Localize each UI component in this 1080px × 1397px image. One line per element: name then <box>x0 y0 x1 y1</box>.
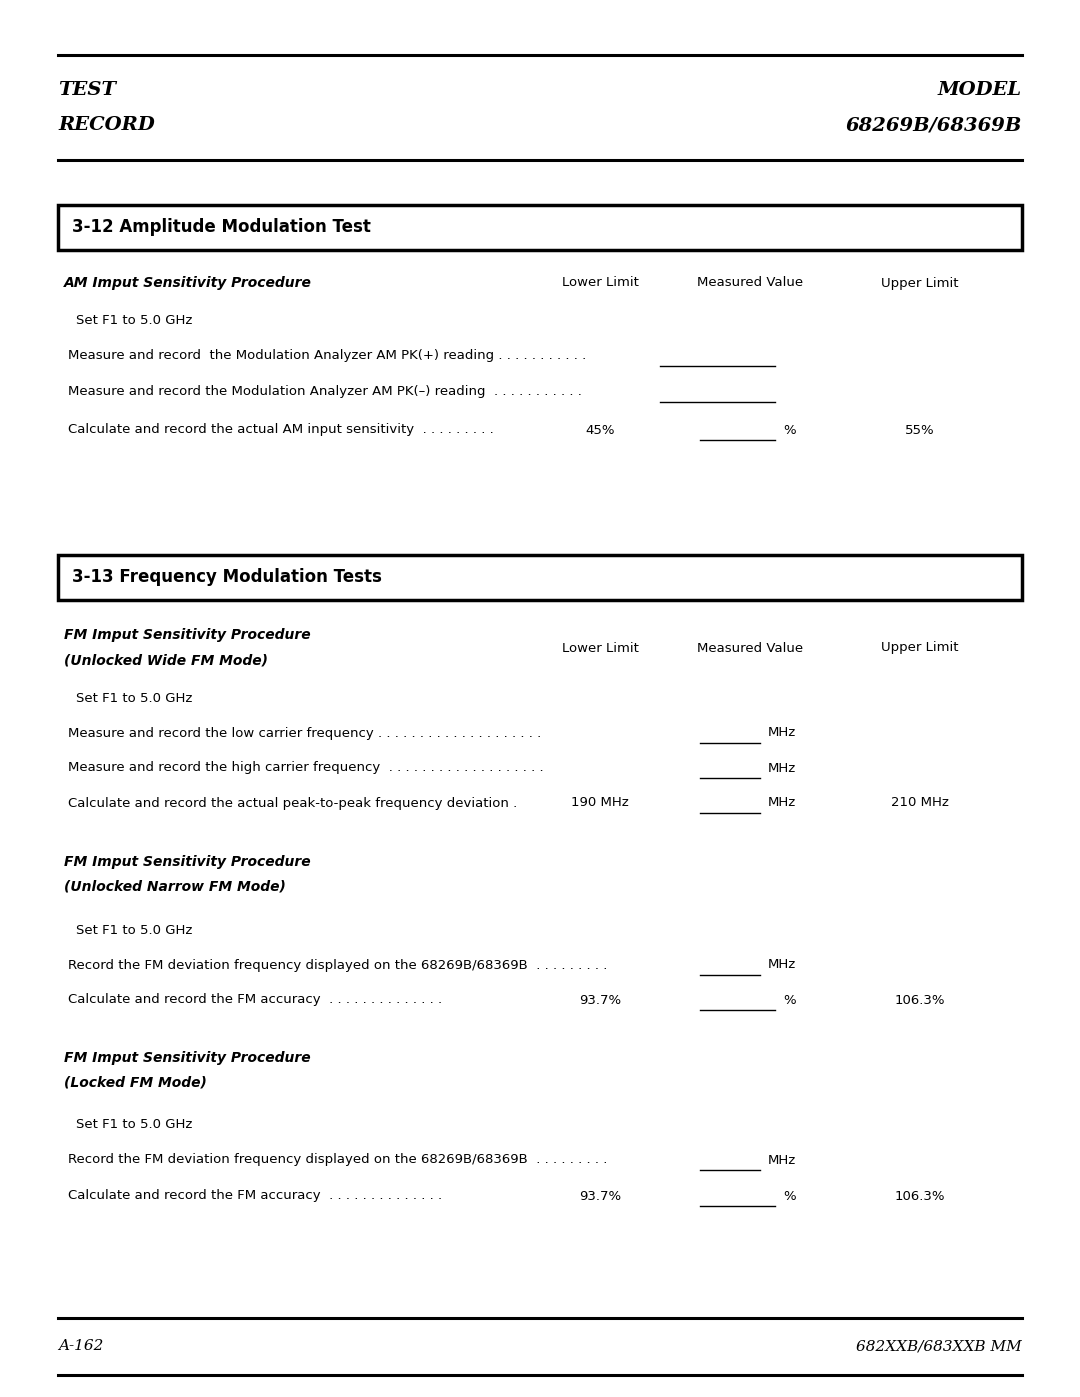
Text: Calculate and record the actual AM input sensitivity  . . . . . . . . .: Calculate and record the actual AM input… <box>68 423 494 436</box>
Text: (Locked FM Mode): (Locked FM Mode) <box>64 1076 207 1090</box>
Text: A-162: A-162 <box>58 1338 104 1354</box>
Text: Measured Value: Measured Value <box>697 641 804 655</box>
Text: Set F1 to 5.0 GHz: Set F1 to 5.0 GHz <box>76 692 192 704</box>
Text: 106.3%: 106.3% <box>894 1189 945 1203</box>
Text: Measure and record the high carrier frequency  . . . . . . . . . . . . . . . . .: Measure and record the high carrier freq… <box>68 761 543 774</box>
Text: 93.7%: 93.7% <box>579 993 621 1006</box>
Text: Set F1 to 5.0 GHz: Set F1 to 5.0 GHz <box>76 313 192 327</box>
Text: Calculate and record the FM accuracy  . . . . . . . . . . . . . .: Calculate and record the FM accuracy . .… <box>68 993 442 1006</box>
Text: 210 MHz: 210 MHz <box>891 796 949 809</box>
Text: 3-12 Amplitude Modulation Test: 3-12 Amplitude Modulation Test <box>72 218 370 236</box>
Text: 682XXB/683XXB MM: 682XXB/683XXB MM <box>856 1338 1022 1354</box>
Text: TEST: TEST <box>58 81 116 99</box>
Text: %: % <box>783 1189 796 1203</box>
Text: Upper Limit: Upper Limit <box>881 277 959 289</box>
Text: %: % <box>783 423 796 436</box>
Text: FM Imput Sensitivity Procedure: FM Imput Sensitivity Procedure <box>64 629 311 643</box>
Text: Measure and record  the Modulation Analyzer AM PK(+) reading . . . . . . . . . .: Measure and record the Modulation Analyz… <box>68 349 586 362</box>
Text: %: % <box>783 993 796 1006</box>
Text: RECORD: RECORD <box>58 116 154 134</box>
Text: 68269B/68369B: 68269B/68369B <box>846 116 1022 134</box>
Text: Set F1 to 5.0 GHz: Set F1 to 5.0 GHz <box>76 923 192 936</box>
Text: 93.7%: 93.7% <box>579 1189 621 1203</box>
Text: AM Imput Sensitivity Procedure: AM Imput Sensitivity Procedure <box>64 277 312 291</box>
Text: Set F1 to 5.0 GHz: Set F1 to 5.0 GHz <box>76 1119 192 1132</box>
Text: Measured Value: Measured Value <box>697 277 804 289</box>
Text: MHz: MHz <box>768 958 796 971</box>
Text: Lower Limit: Lower Limit <box>562 277 638 289</box>
Text: Calculate and record the actual peak-to-peak frequency deviation .: Calculate and record the actual peak-to-… <box>68 796 517 809</box>
Text: 3-13 Frequency Modulation Tests: 3-13 Frequency Modulation Tests <box>72 569 382 585</box>
Text: 106.3%: 106.3% <box>894 993 945 1006</box>
Text: MHz: MHz <box>768 726 796 739</box>
Bar <box>58 555 1022 599</box>
Text: 45%: 45% <box>585 423 615 436</box>
Text: 55%: 55% <box>905 423 935 436</box>
Text: 190 MHz: 190 MHz <box>571 796 629 809</box>
Text: MHz: MHz <box>768 761 796 774</box>
Text: FM Imput Sensitivity Procedure: FM Imput Sensitivity Procedure <box>64 855 311 869</box>
Bar <box>58 205 1022 250</box>
Text: Lower Limit: Lower Limit <box>562 641 638 655</box>
Text: Record the FM deviation frequency displayed on the 68269B/68369B  . . . . . . . : Record the FM deviation frequency displa… <box>68 1154 607 1166</box>
Text: Measure and record the low carrier frequency . . . . . . . . . . . . . . . . . .: Measure and record the low carrier frequ… <box>68 726 541 739</box>
Text: FM Imput Sensitivity Procedure: FM Imput Sensitivity Procedure <box>64 1051 311 1065</box>
Text: Measure and record the Modulation Analyzer AM PK(–) reading  . . . . . . . . . .: Measure and record the Modulation Analyz… <box>68 386 582 398</box>
Text: Record the FM deviation frequency displayed on the 68269B/68369B  . . . . . . . : Record the FM deviation frequency displa… <box>68 958 607 971</box>
Text: (Unlocked Wide FM Mode): (Unlocked Wide FM Mode) <box>64 652 268 666</box>
Text: MHz: MHz <box>768 796 796 809</box>
Text: Calculate and record the FM accuracy  . . . . . . . . . . . . . .: Calculate and record the FM accuracy . .… <box>68 1189 442 1203</box>
Text: Upper Limit: Upper Limit <box>881 641 959 655</box>
Text: MHz: MHz <box>768 1154 796 1166</box>
Text: (Unlocked Narrow FM Mode): (Unlocked Narrow FM Mode) <box>64 880 286 894</box>
Text: MODEL: MODEL <box>937 81 1022 99</box>
